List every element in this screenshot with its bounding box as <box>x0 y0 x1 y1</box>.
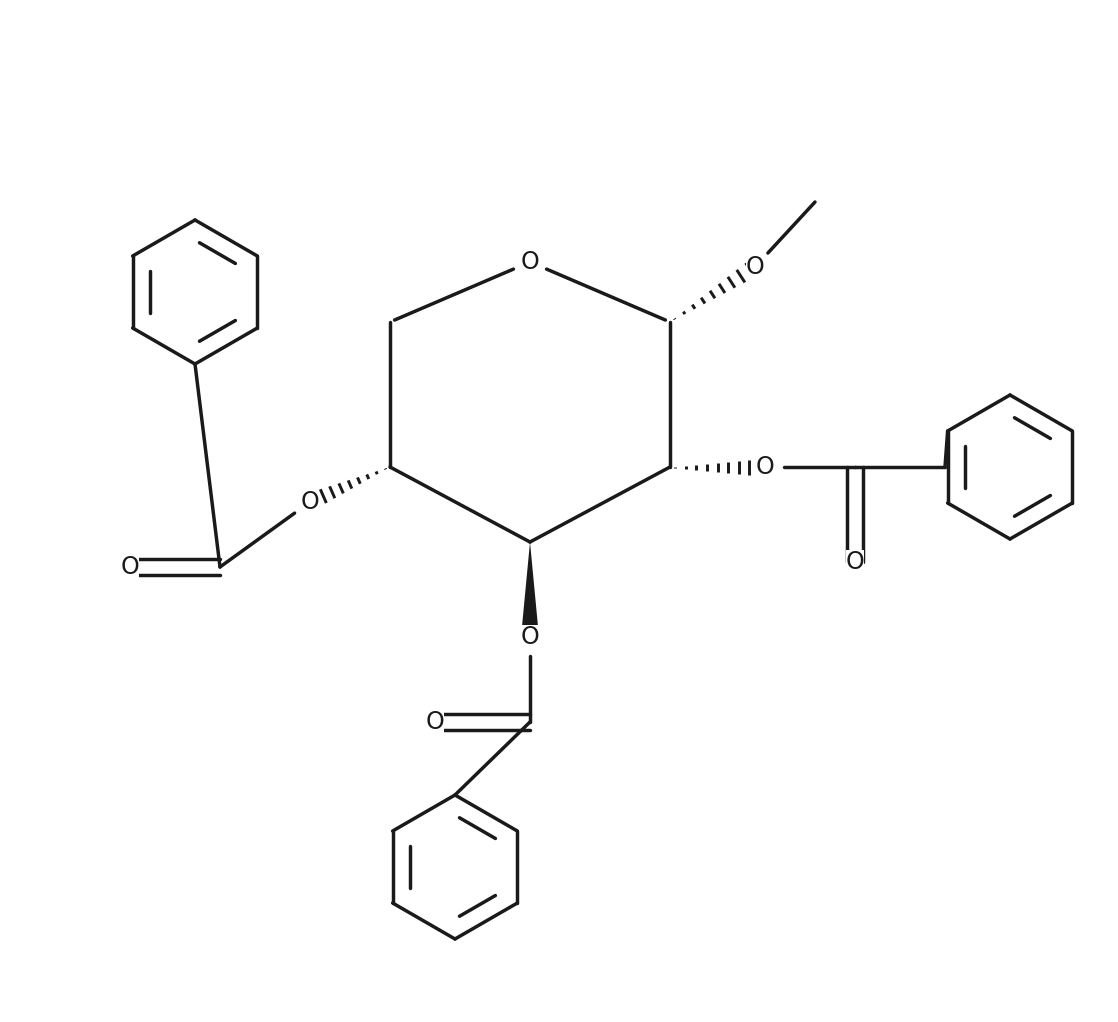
Text: O: O <box>845 550 864 574</box>
Text: O: O <box>521 250 539 274</box>
Text: O: O <box>301 490 320 514</box>
Text: O: O <box>121 555 140 579</box>
Text: O: O <box>756 455 775 479</box>
Text: O: O <box>426 710 444 734</box>
Text: O: O <box>746 256 765 279</box>
Polygon shape <box>521 542 539 637</box>
Text: O: O <box>521 625 539 649</box>
